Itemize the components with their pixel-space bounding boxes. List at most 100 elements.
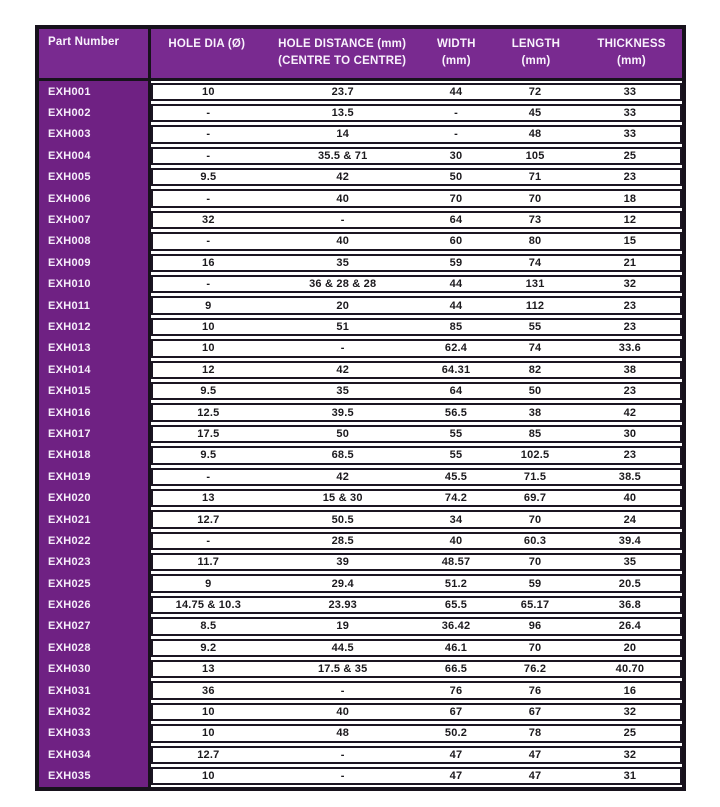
hole-dia-cell: -	[206, 534, 211, 547]
thickness-cell: 39.4	[618, 534, 641, 547]
width-cell: 62.4	[444, 342, 468, 355]
thickness-cell: 23	[623, 385, 637, 398]
width-cell: 85	[449, 320, 463, 333]
hole-distance-cell: 40	[336, 706, 350, 719]
table-row: EXH034 12.7 - 47 47 32	[39, 744, 682, 766]
width-cell: 47	[449, 770, 463, 783]
hole-distance-cell: 68.5	[331, 449, 354, 462]
header-hole-dia-label: HOLE DIA (Ø)	[168, 38, 246, 50]
part-number-cell: EXH032	[39, 701, 151, 723]
hole-distance-cell: -	[340, 342, 345, 355]
part-number-cell: EXH009	[39, 252, 151, 274]
thickness-cell: 38.5	[618, 470, 641, 483]
length-cell: 78	[528, 727, 542, 740]
row-data-strip: 10 51 85 55 23	[151, 317, 682, 337]
part-number-cell: EXH001	[39, 81, 151, 103]
length-cell: 85	[528, 427, 542, 440]
row-data-strip: 16 35 59 74 21	[151, 253, 682, 273]
hole-dia-cell: 8.5	[200, 620, 217, 633]
thickness-cell: 23	[623, 449, 637, 462]
hole-dia-cell: -	[206, 192, 211, 205]
part-number-cell: EXH034	[39, 744, 151, 766]
thickness-cell: 15	[623, 235, 637, 248]
row-data-strip: 13 17.5 & 35 66.5 76.2 40.70	[151, 660, 682, 679]
table-row: EXH028 9.2 44.5 46.1 70 20	[39, 637, 682, 659]
hole-distance-cell: 40	[336, 235, 350, 248]
hole-distance-cell: 15 & 30	[322, 492, 363, 505]
row-data-strip: 12.7 50.5 34 70 24	[151, 510, 682, 529]
length-cell: 50	[528, 385, 542, 398]
width-cell: 36.42	[441, 620, 471, 633]
width-cell: 67	[449, 706, 463, 719]
part-number-cell: EXH018	[39, 444, 151, 467]
hole-distance-cell: 39.5	[331, 406, 354, 419]
header-data-columns: HOLE DIA (Ø) HOLE DISTANCE (mm) (CENTRE …	[151, 29, 682, 78]
part-number-cell: EXH006	[39, 187, 151, 210]
thickness-cell: 32	[623, 706, 637, 719]
hole-distance-cell: -	[340, 770, 345, 783]
row-data-strip: - 28.5 40 60.3 39.4	[151, 531, 682, 551]
hole-dia-cell: 32	[202, 214, 215, 227]
length-cell: 67	[528, 706, 542, 719]
hole-dia-cell: 9.5	[200, 171, 217, 184]
hole-dia-cell: 13	[202, 492, 215, 505]
table-row: EXH012 10 51 85 55 23	[39, 316, 682, 338]
part-number-cell: EXH011	[39, 294, 151, 317]
thickness-cell: 31	[623, 770, 637, 783]
row-data-strip: 12.5 39.5 56.5 38 42	[151, 403, 682, 422]
width-cell: 60	[449, 235, 463, 248]
table-body: EXH001 10 23.7 44 72 33 EXH002 - 13.5 - …	[39, 81, 682, 787]
header-part-number: Part Number	[39, 29, 151, 78]
width-cell: -	[454, 107, 458, 120]
part-number-cell: EXH035	[39, 765, 151, 787]
length-cell: 112	[525, 299, 545, 312]
hole-dia-cell: 9.5	[200, 385, 217, 398]
hole-distance-cell: 35	[336, 256, 350, 269]
length-cell: 65.17	[520, 599, 550, 612]
table-row: EXH007 32 - 64 73 12	[39, 209, 682, 231]
hole-dia-cell: -	[206, 470, 211, 483]
width-cell: 48.57	[441, 556, 471, 569]
row-data-strip: 10 48 50.2 78 25	[151, 724, 682, 743]
part-number-cell: EXH008	[39, 230, 151, 253]
width-cell: 51.2	[444, 577, 468, 590]
length-cell: 70	[528, 641, 542, 654]
table-row: EXH019 - 42 45.5 71.5 38.5	[39, 466, 682, 488]
part-number-cell: EXH005	[39, 166, 151, 188]
width-cell: 44	[449, 85, 463, 98]
length-cell: 131	[525, 278, 545, 291]
hole-distance-cell: 42	[336, 363, 350, 376]
table-row: EXH004 - 35.5 & 71 30 105 25	[39, 145, 682, 167]
header-width-line1: WIDTH	[436, 38, 476, 50]
row-data-strip: 32 - 64 73 12	[151, 210, 682, 230]
part-number-cell: EXH023	[39, 551, 151, 573]
hole-distance-cell: 20	[336, 299, 350, 312]
table-row: EXH016 12.5 39.5 56.5 38 42	[39, 401, 682, 424]
hole-distance-cell: 42	[336, 171, 350, 184]
thickness-cell: 16	[623, 684, 637, 697]
row-data-strip: - 36 & 28 & 28 44 131 32	[151, 275, 682, 294]
row-data-strip: 12.7 - 47 47 32	[151, 745, 682, 764]
width-cell: 44	[449, 299, 463, 312]
hole-dia-cell: 12.7	[197, 513, 220, 526]
thickness-cell: 23	[623, 320, 637, 333]
header-hole-distance: HOLE DISTANCE (mm) (CENTRE TO CENTRE)	[263, 29, 422, 78]
header-part-number-label: Part Number	[48, 36, 120, 48]
header-hole-distance-line1: HOLE DISTANCE (mm)	[278, 38, 407, 50]
hole-distance-cell: 50.5	[331, 513, 354, 526]
hole-dia-cell: 10	[202, 770, 215, 783]
thickness-cell: 36.8	[618, 599, 641, 612]
width-cell: 34	[449, 513, 463, 526]
row-data-strip: - 40 70 70 18	[151, 189, 682, 208]
thickness-cell: 33.6	[618, 342, 641, 355]
hole-distance-cell: 29.4	[331, 577, 354, 590]
length-cell: 55	[528, 320, 542, 333]
length-cell: 60.3	[523, 534, 547, 547]
width-cell: 55	[449, 449, 463, 462]
part-number-cell: EXH027	[39, 615, 151, 638]
part-number-cell: EXH031	[39, 679, 151, 702]
length-cell: 38	[528, 406, 542, 419]
length-cell: 96	[528, 620, 542, 633]
row-data-strip: 8.5 19 36.42 96 26.4	[151, 617, 682, 636]
